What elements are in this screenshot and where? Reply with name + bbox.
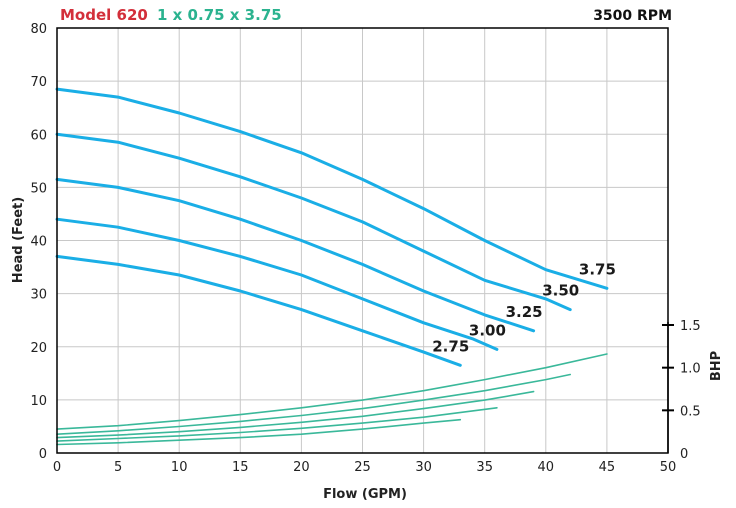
bhp-axis: 0 0.5 1.0 1.5 <box>662 319 701 462</box>
x-axis-label: Flow (GPM) <box>323 487 407 502</box>
bhp-curve-2.75 <box>56 418 462 446</box>
bhp-tick-label: 0 <box>680 447 688 462</box>
y-tick-label: 20 <box>30 341 47 356</box>
head-curve-3.75 <box>55 87 609 290</box>
y-tick-label: 50 <box>30 181 47 196</box>
bhp-axis-label: BHP <box>709 351 724 381</box>
curve-labels: 3.753.50 3.253.002.75 <box>432 260 616 355</box>
bhp-curve-3.50 <box>56 373 572 436</box>
chart-title-size: 1 x 0.75 x 3.75 <box>157 6 282 24</box>
chart-speed: 3500 RPM <box>593 8 672 24</box>
head-curves <box>55 87 609 367</box>
bhp-curve-3.25 <box>56 390 535 439</box>
x-tick-label: 0 <box>53 460 61 475</box>
x-tick-label: 30 <box>415 460 432 475</box>
head-curve-2.75 <box>55 254 462 367</box>
y-tick-label: 30 <box>30 288 47 303</box>
y-tick-label: 10 <box>30 394 47 409</box>
curve-label-3.25: 3.25 <box>506 303 543 321</box>
bhp-tick-label: 0.5 <box>680 404 701 419</box>
chart-title-model: Model 620 <box>60 6 148 24</box>
x-tick-label: 15 <box>232 460 249 475</box>
curve-label-3.75: 3.75 <box>579 260 616 278</box>
bhp-curve-3.75 <box>56 353 608 430</box>
head-curve-3.25 <box>55 177 536 333</box>
bhp-tick-label: 1.5 <box>680 319 701 334</box>
x-tick-label: 35 <box>476 460 493 475</box>
x-tick-label: 25 <box>354 460 371 475</box>
curve-label-2.75: 2.75 <box>432 337 469 355</box>
x-axis-ticks: 0 5 10 15 20 25 30 35 40 45 50 <box>53 460 676 475</box>
plot-frame <box>56 27 669 454</box>
y-tick-label: 80 <box>30 22 47 37</box>
y-tick-label: 40 <box>30 235 47 250</box>
y-tick-label: 60 <box>30 128 47 143</box>
y-axis-ticks: 0 10 20 30 40 50 60 70 80 <box>30 22 47 462</box>
x-tick-label: 50 <box>660 460 677 475</box>
grid-lines <box>56 27 669 454</box>
head-curve-3.00 <box>55 217 499 351</box>
x-tick-label: 45 <box>599 460 616 475</box>
x-tick-label: 40 <box>538 460 555 475</box>
curve-label-3.50: 3.50 <box>542 282 579 300</box>
x-tick-label: 10 <box>171 460 188 475</box>
bhp-curve-3.00 <box>56 406 498 442</box>
y-tick-label: 0 <box>39 447 47 462</box>
bhp-curves <box>56 353 608 446</box>
bhp-tick-label: 1.0 <box>680 362 701 377</box>
y-tick-label: 70 <box>30 75 47 90</box>
head-curve-3.50 <box>55 132 572 312</box>
curve-label-3.00: 3.00 <box>469 321 506 339</box>
x-tick-label: 20 <box>293 460 310 475</box>
y-axis-label: Head (Feet) <box>11 197 26 283</box>
x-tick-label: 5 <box>114 460 122 475</box>
